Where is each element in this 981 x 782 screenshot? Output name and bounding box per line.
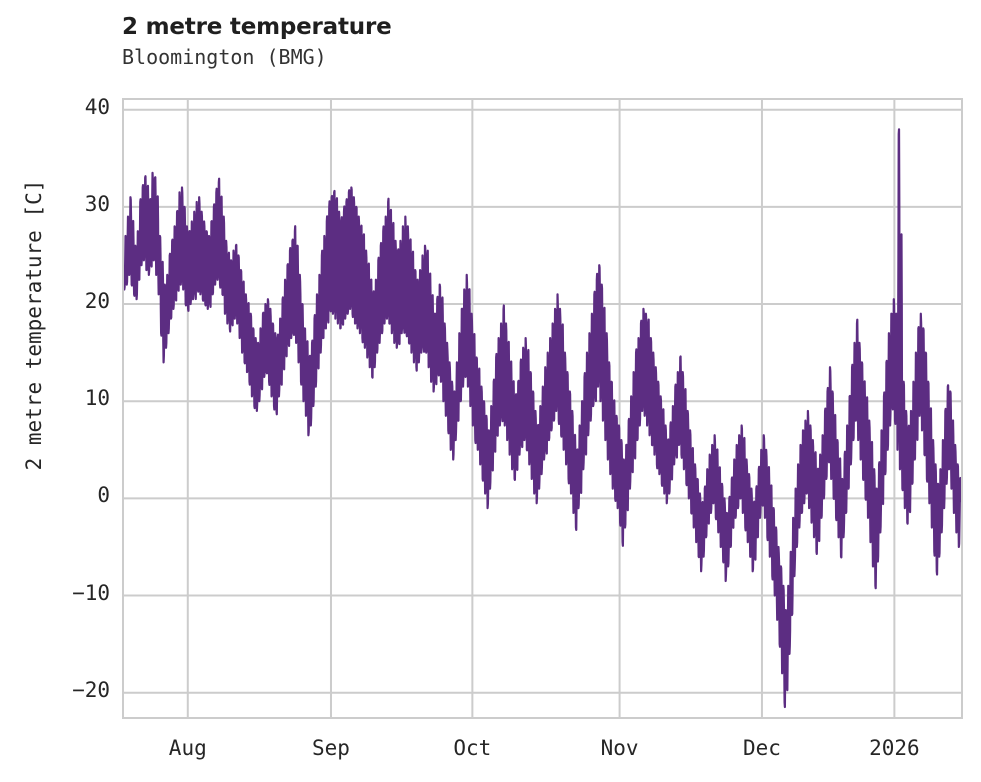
temperature-line — [124, 128, 961, 709]
y-tick-label: 10 — [84, 386, 110, 411]
y-tick-label: −20 — [72, 677, 110, 702]
temperature-series — [124, 128, 961, 709]
y-tick-label: −10 — [72, 580, 110, 605]
x-tick-label: 2026 — [869, 736, 920, 760]
chart-subtitle: Bloomington (BMG) — [122, 45, 327, 69]
x-tick-label: Sep — [312, 736, 350, 760]
x-tick-label: Oct — [453, 736, 492, 760]
y-tick-label: 40 — [84, 94, 110, 119]
y-tick-label: 30 — [84, 191, 110, 216]
plot-svg — [124, 100, 961, 717]
x-tick-label: Aug — [168, 736, 207, 760]
page-title: 2 metre temperature — [122, 14, 392, 40]
title-block: 2 metre temperature Bloomington (BMG) — [122, 14, 822, 70]
x-axis-tick-labels: Aug Sep Oct Nov Dec 2026 — [0, 736, 981, 766]
x-tick-label: Nov — [600, 736, 639, 760]
x-tick-label: Dec — [742, 736, 781, 760]
y-axis-tick-labels: −20 −10 0 10 20 30 40 — [42, 0, 110, 782]
y-tick-label: 20 — [84, 289, 110, 314]
y-tick-label: 0 — [97, 483, 110, 508]
plot-area — [122, 98, 963, 719]
